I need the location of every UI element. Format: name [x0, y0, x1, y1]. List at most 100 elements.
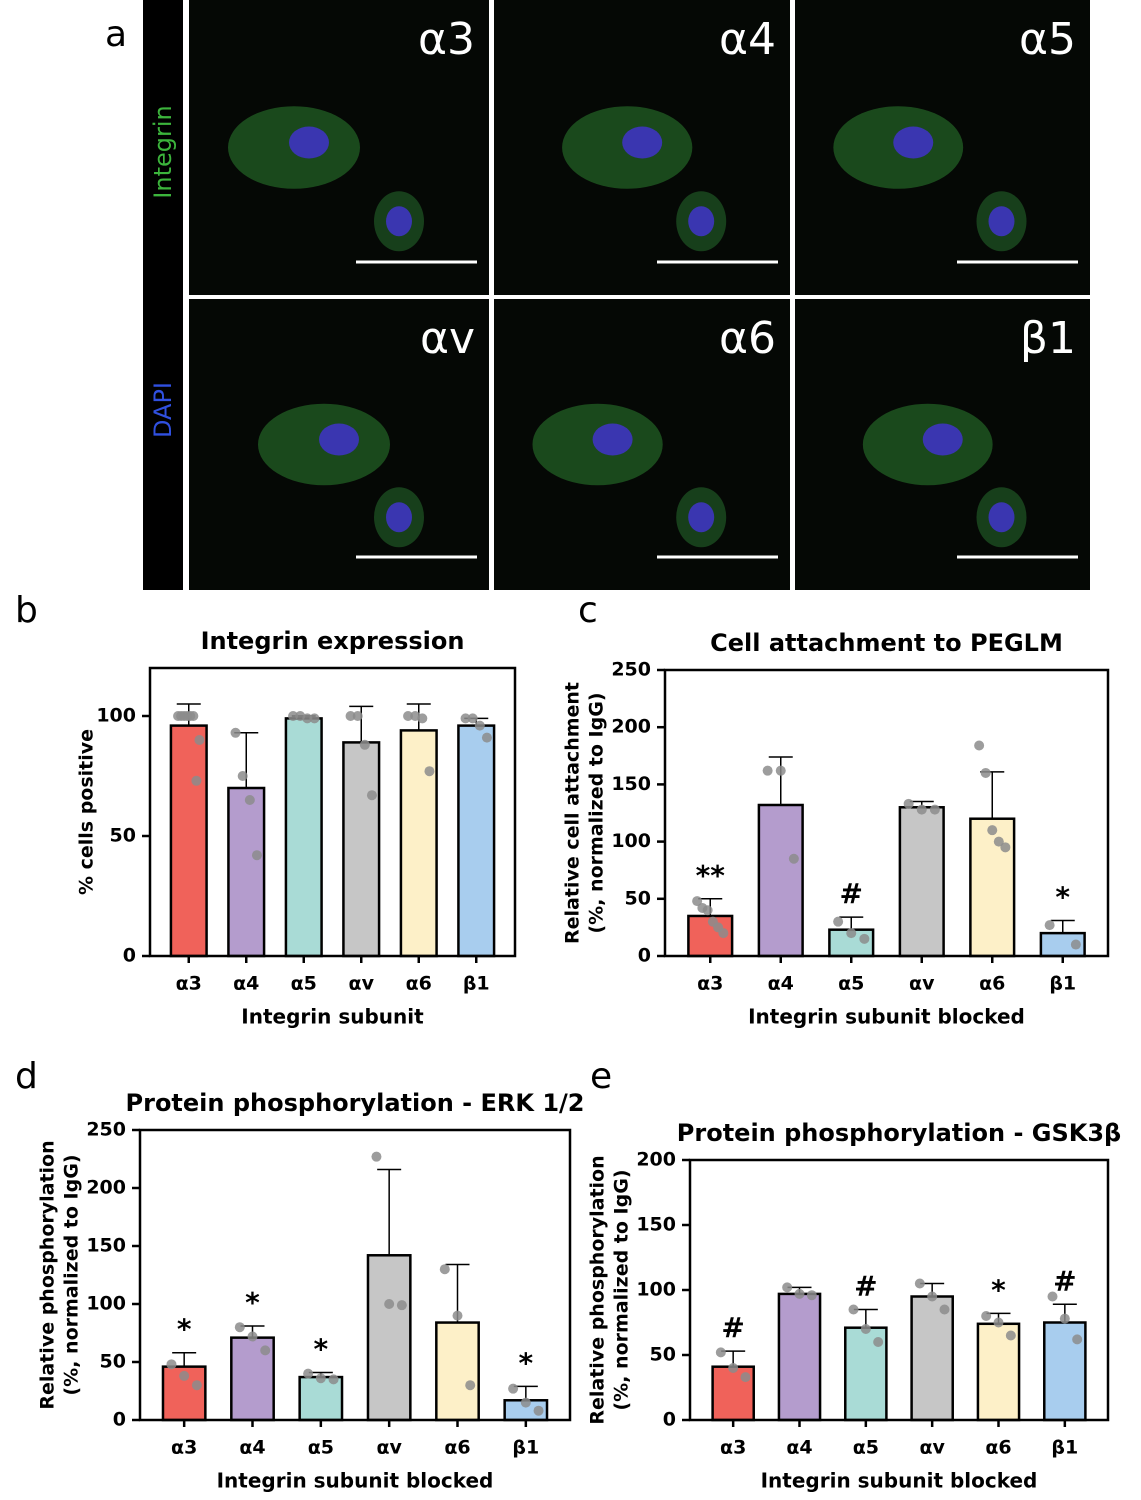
- data-point: [740, 1372, 751, 1383]
- x-tick-label: α5: [853, 1437, 879, 1459]
- data-point: [873, 1337, 884, 1347]
- y-tick-label: 100: [611, 830, 651, 852]
- data-point: [929, 804, 940, 815]
- y-tick-label: 250: [86, 1119, 126, 1141]
- data-point: [916, 804, 927, 815]
- data-point: [715, 1347, 726, 1358]
- data-point: [508, 1383, 519, 1394]
- y-tick-label: 0: [663, 1409, 676, 1431]
- channel-label: Integrin: [149, 105, 177, 198]
- data-point: [782, 1282, 793, 1293]
- data-point: [417, 713, 428, 724]
- bar: [169, 724, 208, 958]
- data-point: [728, 1363, 739, 1373]
- data-point: [718, 928, 729, 939]
- data-point: [993, 1317, 1004, 1328]
- data-point: [833, 916, 844, 927]
- x-tick-label: β1: [463, 973, 490, 995]
- bar: [284, 717, 323, 958]
- bar: [898, 806, 945, 958]
- x-tick-label: αv: [349, 973, 375, 995]
- chart-title: Integrin expression: [201, 627, 465, 655]
- significance: #: [721, 1311, 744, 1344]
- nucleus: [688, 502, 715, 533]
- y-axis-title: % cells positive: [76, 729, 98, 895]
- x-tick-label: α5: [838, 973, 864, 995]
- image-label: α6: [719, 313, 776, 364]
- data-point: [247, 1331, 258, 1342]
- x-tick-label: β1: [512, 1437, 539, 1459]
- data-point: [1070, 939, 1081, 950]
- y-tick-label: 150: [611, 773, 651, 795]
- y-tick-label: 150: [86, 1235, 126, 1257]
- significance: #: [854, 1270, 877, 1303]
- significance: *: [314, 1332, 329, 1365]
- bar: [227, 786, 266, 958]
- x-axis-title: Integrin subunit blocked: [761, 1469, 1038, 1493]
- bar: [366, 1254, 412, 1422]
- data-point: [775, 765, 786, 776]
- data-point: [993, 836, 1004, 847]
- x-tick-label: α4: [233, 973, 259, 995]
- y-tick-label: 100: [636, 1279, 676, 1301]
- data-point: [859, 933, 870, 944]
- plot-frame: [663, 668, 1110, 958]
- data-point: [788, 853, 799, 864]
- x-tick-label: αv: [909, 973, 935, 995]
- data-point: [352, 711, 363, 721]
- x-tick-label: β1: [1049, 973, 1076, 995]
- data-point: [251, 850, 262, 861]
- data-point: [762, 765, 773, 776]
- bar: [298, 1375, 344, 1422]
- y-tick-label: 0: [638, 945, 651, 967]
- significance: *: [991, 1273, 1006, 1306]
- bar: [457, 724, 496, 958]
- data-point: [166, 1359, 177, 1370]
- nucleus: [893, 126, 934, 159]
- y-tick-label: 50: [110, 825, 136, 847]
- data-point: [234, 1322, 245, 1333]
- data-point: [188, 711, 199, 721]
- data-point: [345, 711, 356, 721]
- data-point: [848, 1304, 859, 1315]
- nucleus: [922, 423, 963, 456]
- data-point: [315, 1373, 326, 1384]
- significance: *: [177, 1313, 192, 1346]
- channel-strip: [143, 0, 183, 590]
- plot-frame: [148, 666, 517, 958]
- data-point: [403, 711, 414, 721]
- significance: *: [245, 1286, 260, 1319]
- panel-label: d: [15, 1056, 38, 1097]
- x-tick-label: α6: [979, 973, 1005, 995]
- data-point: [914, 1278, 925, 1289]
- x-tick-label: αv: [919, 1437, 945, 1459]
- data-point: [424, 766, 435, 777]
- data-point: [230, 727, 241, 738]
- data-point: [465, 1380, 476, 1391]
- data-point: [302, 713, 313, 724]
- nucleus: [688, 206, 715, 237]
- significance: *: [1055, 881, 1070, 914]
- y-tick-label: 200: [86, 1177, 126, 1199]
- x-axis-title: Integrin subunit: [241, 1005, 424, 1029]
- y-tick-label: 100: [86, 1293, 126, 1315]
- nucleus: [386, 206, 412, 237]
- data-point: [1072, 1334, 1083, 1345]
- data-point: [1000, 842, 1011, 853]
- x-tick-label: α5: [308, 1437, 334, 1459]
- image-label: α5: [1019, 14, 1076, 65]
- x-tick-label: α6: [406, 973, 432, 995]
- y-tick-label: 150: [636, 1214, 676, 1236]
- data-point: [974, 740, 985, 751]
- data-point: [520, 1397, 531, 1408]
- bar: [777, 1292, 822, 1422]
- plot-frame: [688, 1158, 1110, 1422]
- panel-label: b: [15, 590, 38, 631]
- x-tick-label: αv: [376, 1437, 402, 1459]
- plot-frame: [138, 1128, 572, 1422]
- data-point: [1047, 1291, 1058, 1302]
- nucleus: [592, 423, 633, 456]
- chart-title: Protein phosphorylation - ERK 1/2: [126, 1089, 585, 1117]
- panel-label: c: [578, 590, 598, 631]
- x-tick-label: α3: [171, 1437, 197, 1459]
